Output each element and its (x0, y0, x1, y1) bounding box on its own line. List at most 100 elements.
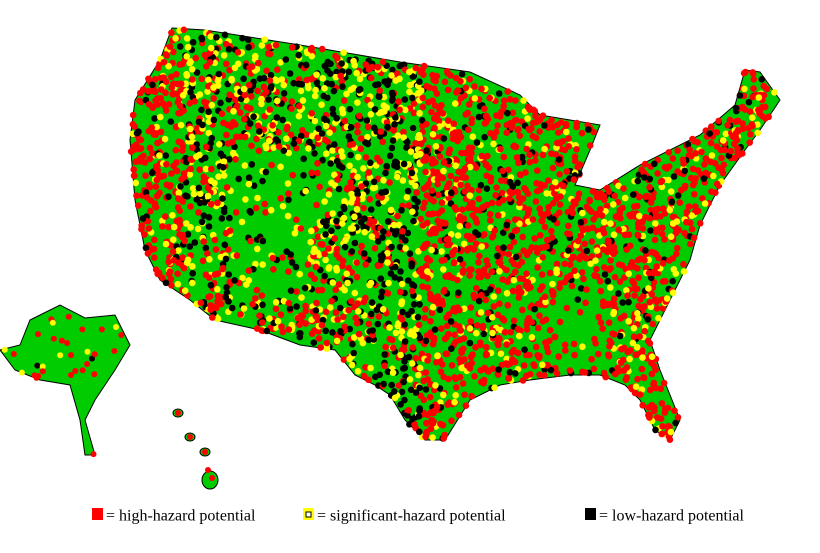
dam-dot (519, 306, 526, 314)
dam-dot (466, 192, 474, 199)
dam-dot (446, 241, 454, 248)
dam-dot (513, 116, 520, 124)
dam-dot (514, 349, 522, 357)
dam-dot (241, 115, 248, 123)
dam-dot (556, 201, 564, 208)
dam-dot (195, 118, 203, 126)
dam-dot (444, 183, 451, 191)
dam-dot (651, 236, 659, 244)
dam-dot (214, 77, 222, 84)
dam-dot (174, 270, 181, 278)
dam-dot (362, 261, 370, 268)
dam-dot (153, 123, 160, 131)
dam-dot (548, 227, 555, 235)
dam-dot (229, 149, 237, 157)
dam-dot (719, 137, 727, 144)
dam-dot (607, 257, 614, 264)
dam-dot (414, 90, 422, 97)
dam-dot (295, 51, 303, 59)
dam-dot (426, 393, 434, 401)
dam-dot (438, 207, 446, 214)
dam-dot (478, 291, 485, 299)
dam-dot (416, 110, 423, 117)
dam-dot (575, 190, 583, 198)
dam-dot (531, 235, 538, 242)
dam-dot (129, 111, 137, 119)
dam-dot (480, 376, 488, 384)
dam-dot (457, 327, 465, 334)
dam-dot (521, 346, 528, 354)
dam-dot (353, 259, 361, 267)
dam-dot (173, 71, 180, 78)
dam-dot (284, 212, 292, 220)
dam-dot (739, 120, 746, 127)
dam-dot (506, 96, 514, 103)
dam-dot (624, 292, 631, 300)
dam-dot (98, 326, 105, 333)
dam-dot (279, 328, 287, 336)
dam-dot (160, 172, 168, 180)
dam-dot (159, 274, 166, 282)
dam-dot (365, 376, 372, 384)
dam-dot (416, 405, 424, 412)
dam-dot (685, 203, 693, 210)
dam-dot (279, 202, 287, 210)
dam-dot (526, 151, 533, 159)
dam-dot (427, 317, 434, 325)
dam-dot (430, 334, 438, 342)
dam-dot (534, 167, 541, 174)
dam-dot (384, 250, 391, 257)
dam-dot (177, 80, 185, 88)
dam-dot (325, 245, 332, 252)
dam-dot (186, 171, 194, 178)
dam-dot (747, 131, 754, 138)
dam-dot (453, 74, 460, 82)
dam-dot (607, 284, 614, 291)
dam-dot (593, 265, 600, 273)
dam-dot (480, 266, 488, 274)
dam-dot (427, 381, 434, 388)
dam-dot (488, 268, 496, 276)
dam-dot (187, 165, 194, 173)
dam-dot (1, 346, 8, 353)
dam-dot (452, 162, 459, 169)
dam-dot (422, 154, 430, 161)
dam-dot (429, 131, 437, 138)
dam-dot (302, 187, 310, 195)
dam-dot (666, 206, 674, 214)
dam-dot (538, 271, 546, 278)
dam-dot (547, 366, 555, 374)
dam-dot (667, 188, 675, 195)
dam-dot (634, 177, 642, 185)
dam-dot (459, 260, 467, 268)
dam-dot (84, 361, 91, 367)
dam-dot (397, 351, 404, 359)
dam-dot (529, 133, 537, 140)
dam-dot (173, 167, 181, 175)
dam-dot (691, 137, 698, 145)
dam-dot (444, 401, 452, 409)
dam-dot (512, 97, 519, 104)
dam-dot (351, 213, 358, 221)
dam-dot (658, 230, 666, 238)
dam-dot (220, 158, 228, 165)
dam-dot (411, 421, 418, 428)
dam-dot (176, 61, 183, 68)
dam-dot (193, 69, 201, 76)
dam-dot (157, 113, 164, 121)
dam-dot (727, 147, 735, 155)
dam-dot (428, 187, 436, 194)
dam-dot (422, 168, 429, 176)
dam-dot (530, 361, 537, 368)
dam-dot (358, 183, 365, 190)
dam-dot (265, 43, 273, 51)
dam-dot (343, 90, 350, 98)
dam-dot (620, 344, 628, 352)
dam-dot (588, 208, 595, 215)
dam-dot (635, 232, 642, 239)
dam-dot (360, 165, 367, 172)
dam-dot (453, 384, 460, 391)
dam-dot (192, 54, 199, 62)
dam-dot (318, 45, 326, 53)
dam-dot (377, 293, 385, 301)
